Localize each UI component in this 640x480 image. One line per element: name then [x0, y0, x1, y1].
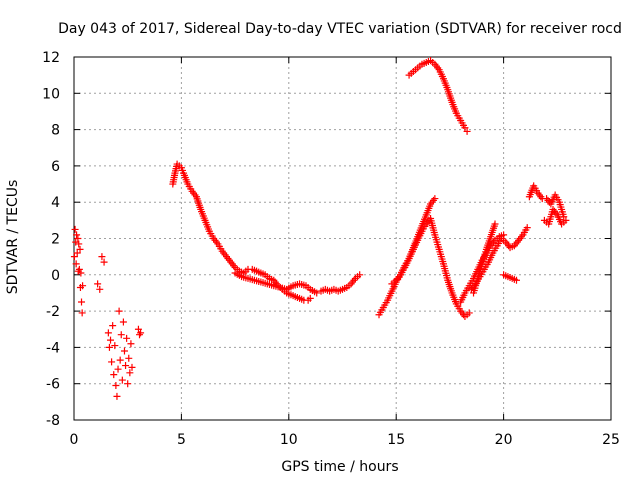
x-tick-label: 0 — [70, 432, 79, 448]
x-tick-label: 25 — [602, 432, 620, 448]
data-point — [313, 289, 321, 297]
series-seg-e — [388, 195, 439, 288]
y-tick-label: 12 — [42, 50, 60, 66]
data-point — [110, 371, 118, 379]
x-tick-label: 5 — [177, 432, 186, 448]
axis-ticks: 0 5 10 15 20 25 -8 -6 -4 -2 0 2 4 6 8 10 12 — [42, 50, 620, 448]
y-tick-label: -2 — [46, 304, 60, 320]
data-point — [104, 329, 112, 337]
data-point — [78, 298, 86, 306]
data-point — [463, 127, 471, 135]
series-seg-a — [169, 160, 314, 304]
y-tick-label: 8 — [51, 123, 60, 139]
data-point — [461, 124, 469, 132]
x-tick-label: 20 — [495, 432, 513, 448]
x-tick-label: 15 — [387, 432, 405, 448]
series-seg-early-1 — [94, 253, 108, 293]
data-point — [96, 285, 104, 293]
data-point — [98, 253, 106, 261]
data-point — [523, 224, 531, 232]
data-point — [77, 269, 85, 277]
data-point — [107, 336, 115, 344]
data-point — [118, 376, 126, 384]
data-point — [119, 318, 127, 326]
series-seg-f — [405, 57, 471, 135]
y-tick-label: 10 — [42, 86, 60, 102]
data-point — [122, 362, 130, 370]
data-point — [75, 265, 83, 273]
data-point — [105, 343, 113, 351]
data-point — [76, 245, 84, 253]
data-point — [114, 365, 122, 373]
x-axis-label: GPS time / hours — [281, 459, 398, 475]
data-point — [491, 220, 499, 228]
data-point — [512, 276, 520, 284]
data-point — [74, 235, 82, 242]
grid — [74, 57, 611, 420]
series-seg-i — [470, 220, 499, 297]
data-point — [70, 253, 78, 261]
data-point — [134, 325, 142, 333]
y-tick-label: 0 — [51, 268, 60, 284]
data-point — [79, 282, 87, 290]
series-seg-d — [375, 215, 473, 321]
data-point — [73, 231, 81, 239]
data-point — [113, 392, 121, 400]
y-axis-label: SDTVAR / TECUs — [5, 180, 21, 295]
y-tick-label: -6 — [46, 377, 60, 393]
data-point — [126, 369, 134, 377]
series-seg-b — [231, 269, 321, 297]
series-seg-g — [457, 231, 508, 306]
data-point — [75, 240, 83, 248]
chart-title: Day 043 of 2017, Sidereal Day-to-day VTE… — [58, 21, 622, 37]
series-seg-early-2 — [104, 307, 136, 400]
data-point — [94, 280, 102, 288]
x-tick-label: 10 — [280, 432, 298, 448]
data-point — [465, 309, 473, 317]
data-point — [72, 260, 80, 268]
data-point — [100, 258, 108, 266]
data-point — [78, 309, 86, 317]
y-tick-label: 2 — [51, 232, 60, 248]
data-point — [124, 380, 132, 388]
data-point — [306, 294, 314, 302]
data-point — [73, 249, 81, 257]
data-point — [431, 195, 439, 203]
y-tick-label: -4 — [46, 340, 60, 356]
data-point — [128, 363, 136, 371]
data-point — [120, 347, 128, 355]
data-point — [356, 271, 364, 279]
data-point — [111, 342, 119, 350]
series-seg-early-0 — [70, 225, 87, 317]
series-seg-c — [317, 271, 364, 295]
y-tick-label: 4 — [51, 195, 60, 211]
data-points — [70, 57, 570, 400]
data-point — [562, 216, 570, 224]
data-point — [137, 329, 145, 337]
series-seg-k — [525, 182, 568, 221]
data-point — [109, 322, 117, 330]
y-tick-label: 6 — [51, 159, 60, 175]
series-seg-early-3 — [134, 325, 145, 339]
series-seg-j — [500, 271, 520, 284]
data-point — [125, 354, 133, 362]
data-point — [127, 340, 135, 348]
data-point — [112, 382, 120, 390]
y-tick-label: -8 — [46, 413, 60, 429]
data-point — [108, 358, 116, 366]
data-point — [71, 225, 79, 233]
series-seg-l — [540, 205, 570, 228]
data-point — [116, 356, 124, 364]
data-point — [123, 334, 131, 342]
data-point — [115, 307, 123, 315]
data-point — [117, 331, 125, 339]
data-point — [136, 331, 144, 339]
